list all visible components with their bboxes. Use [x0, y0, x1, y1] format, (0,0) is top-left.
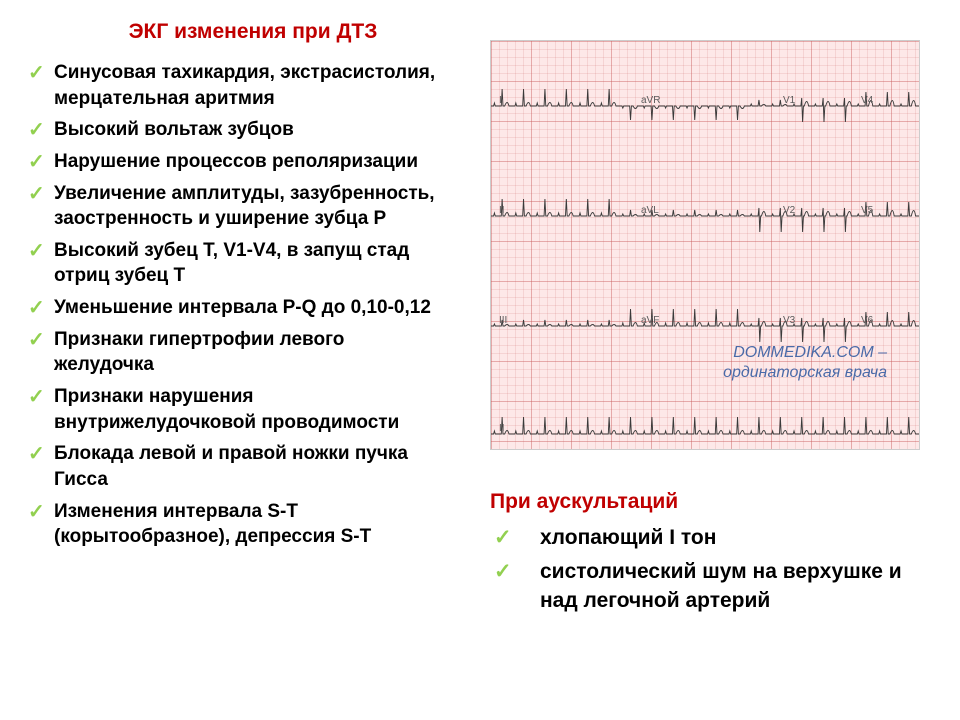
ecg-row: II	[491, 399, 919, 469]
list-item: Признаки нарушения внутрижелудочковой пр…	[28, 384, 448, 435]
list-item: Нарушение процессов реполяризации	[28, 149, 448, 175]
ecg-row: III aVF V3 V6	[491, 291, 919, 361]
ecg-lead-label: V5	[861, 205, 873, 216]
ecg-lead-label: V3	[783, 315, 795, 326]
watermark-line2: ординаторская врача	[723, 364, 887, 381]
ecg-lead-label: aVL	[641, 205, 659, 216]
ecg-lead-label: V4	[861, 95, 873, 106]
list-item: Уменьшение интервала Р-Q до 0,10-0,12	[28, 295, 448, 321]
ecg-row: II aVL V2 V5	[491, 181, 919, 251]
auscultation-title: При аускультаций	[490, 490, 920, 514]
list-item: Синусовая тахикардия, экстрасистолия, ме…	[28, 60, 448, 111]
list-item: Признаки гипертрофии левого желудочка	[28, 327, 448, 378]
ecg-changes-list: Синусовая тахикардия, экстрасистолия, ме…	[28, 60, 448, 550]
ecg-row: IaVR V1 V4	[491, 71, 919, 141]
left-column: ЭКГ изменения при ДТЗ Синусовая тахикард…	[28, 20, 448, 556]
list-item: Высокий вольтаж зубцов	[28, 117, 448, 143]
auscultation-block: При аускультаций хлопающий І тон систоли…	[490, 490, 920, 621]
auscultation-list: хлопающий І тон систолический шум на вер…	[490, 524, 920, 615]
ecg-title: ЭКГ изменения при ДТЗ	[28, 20, 448, 44]
ecg-lead-label: III	[499, 315, 507, 326]
list-item: Блокада левой и правой ножки пучка Гисса	[28, 441, 448, 492]
ecg-lead-label: II	[499, 205, 505, 216]
ecg-lead-label: aVF	[641, 315, 659, 326]
ecg-lead-label: II	[499, 423, 505, 434]
ecg-lead-label: V1	[783, 95, 795, 106]
ecg-strip-image: DOMMEDIKA.COM – ординаторская врача IaVR…	[490, 40, 920, 450]
ecg-lead-label: I	[499, 95, 502, 106]
list-item: хлопающий І тон	[490, 524, 920, 552]
ecg-lead-label: aVR	[641, 95, 660, 106]
list-item: Изменения интервала S-Т (корытообразное)…	[28, 499, 448, 550]
ecg-lead-label: V2	[783, 205, 795, 216]
list-item: Высокий зубец Т, V1-V4, в запущ стад отр…	[28, 238, 448, 289]
list-item: Увеличение амплитуды, зазубренность, зао…	[28, 181, 448, 232]
ecg-lead-label: V6	[861, 315, 873, 326]
list-item: систолический шум на верхушке и над лего…	[490, 558, 920, 615]
